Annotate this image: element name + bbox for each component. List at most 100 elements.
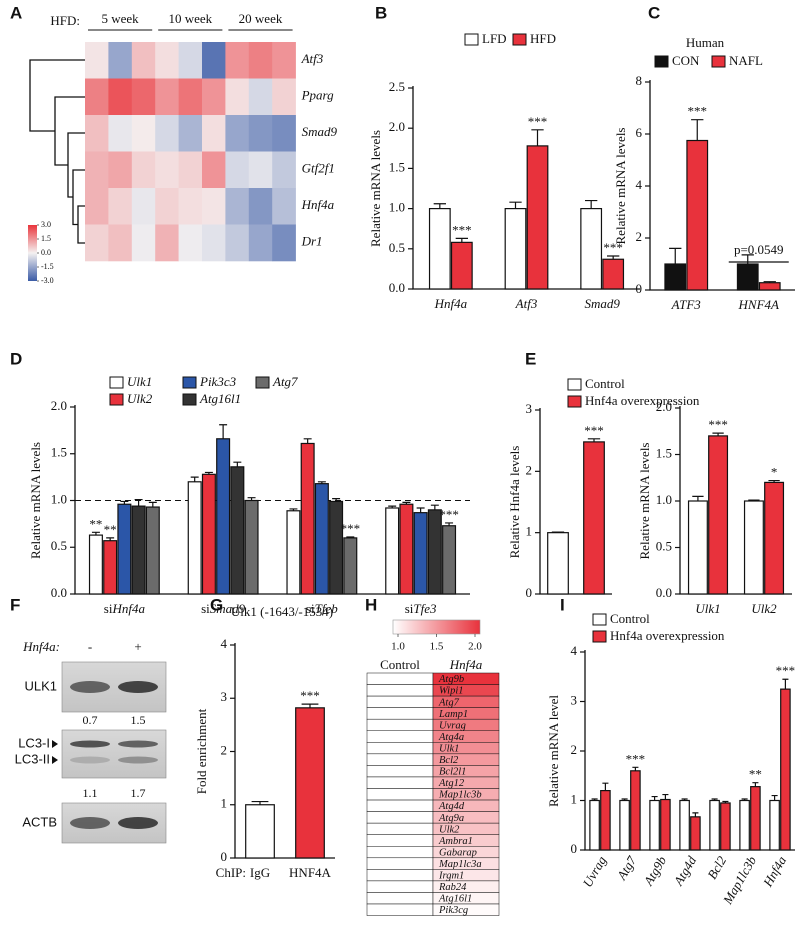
y-tick-label: 0 <box>221 849 228 864</box>
heat-cell <box>178 224 203 262</box>
x-tick-label: Hnf4a <box>434 296 468 311</box>
row-label: Irgm1 <box>438 871 464 882</box>
error-bar <box>551 531 565 533</box>
error-bar <box>251 800 269 805</box>
legend-label: Control <box>585 376 625 391</box>
heat-cell <box>131 224 156 262</box>
legend-label: LFD <box>482 31 507 46</box>
heat-cell <box>272 151 296 189</box>
colorbar <box>392 619 481 635</box>
heat-cell <box>178 115 203 152</box>
significance: *** <box>439 507 459 522</box>
y-tick-label: 4 <box>571 643 578 658</box>
error-bar <box>621 798 628 801</box>
bar <box>230 466 245 595</box>
error-bar <box>768 479 780 483</box>
x-tick-label: siTfe3 <box>405 601 437 616</box>
error-bar <box>585 199 598 209</box>
heat-cell <box>366 799 434 812</box>
x-tick-label: Atg9b <box>640 853 669 889</box>
heat-cell <box>366 695 434 708</box>
y-tick-label: 4 <box>636 177 643 192</box>
axis <box>649 80 795 291</box>
y-tick-label: 0 <box>571 841 578 856</box>
error-bar <box>346 536 355 538</box>
bar <box>526 145 549 290</box>
bar <box>547 532 569 595</box>
bar <box>679 799 690 851</box>
bar <box>286 510 301 595</box>
x-tick-label: HNF4A <box>289 865 332 880</box>
error-bar <box>416 507 425 513</box>
heat-cell <box>202 224 226 262</box>
error-bar <box>531 129 544 146</box>
heat-cell <box>366 857 434 870</box>
band <box>118 740 158 748</box>
bar <box>300 442 315 595</box>
y-tick-label: 0.0 <box>389 280 405 295</box>
significance: *** <box>452 222 472 237</box>
heat-cell <box>202 151 226 189</box>
legend-swatch <box>567 395 582 408</box>
heat-cell <box>225 224 250 262</box>
error-bar <box>748 499 760 501</box>
row-label: Lamp1 <box>438 709 468 720</box>
row-label: Atg4d <box>438 801 465 812</box>
y-tick-label: 2.5 <box>389 79 405 94</box>
y-tick-label: 0.0 <box>51 585 67 600</box>
y-axis-label: Relative Hnf4a levels <box>507 446 522 559</box>
bar <box>580 208 603 290</box>
heat-cell <box>108 188 133 225</box>
bar <box>583 441 605 595</box>
y-axis-label: Relative mRNA level <box>546 695 561 807</box>
error-bar <box>455 237 468 243</box>
column-label: Hnf4a <box>449 657 483 672</box>
blot-membrane <box>61 729 167 779</box>
error-bar <box>692 495 704 501</box>
error-bar <box>587 438 601 442</box>
panel-letter: G <box>210 595 223 614</box>
legend-label: Ulk1 <box>127 374 152 389</box>
heat-cell <box>248 115 273 152</box>
y-axis-label: Relative mRNA levels <box>613 128 628 245</box>
bar <box>720 802 731 851</box>
heat-cell <box>366 880 434 893</box>
heat-cell <box>366 742 434 755</box>
legend-label: HFD <box>530 31 556 46</box>
heat-cell <box>85 115 109 152</box>
heat-cell <box>366 869 434 882</box>
bar <box>442 525 457 595</box>
heat-cell <box>155 224 179 262</box>
bar <box>602 258 625 290</box>
heat-cell <box>108 151 133 189</box>
error-bar <box>632 766 639 771</box>
heat-cell <box>366 788 434 801</box>
bar <box>736 263 759 291</box>
heat-cell <box>178 188 203 225</box>
heat-cell <box>366 903 434 916</box>
heat-cell <box>248 42 273 79</box>
bar <box>780 688 791 851</box>
error-bar <box>233 461 242 467</box>
legend-swatch <box>182 393 197 406</box>
y-tick-label: 0.5 <box>656 538 672 553</box>
row-label: Pik3cg <box>438 905 468 916</box>
legend-label: Hnf4a overexpression <box>610 628 725 643</box>
legend-label: NAFL <box>729 53 763 68</box>
heat-cell <box>155 188 179 225</box>
bar <box>385 507 400 595</box>
heat-cell <box>248 78 273 116</box>
y-tick-label: 1.5 <box>389 159 405 174</box>
heat-cell <box>85 42 109 79</box>
x-tick-label: siHnf4a <box>104 601 146 616</box>
error-bar <box>722 800 729 803</box>
heat-cell <box>366 707 434 720</box>
heat-cell <box>85 151 109 189</box>
legend-label: Atg7 <box>272 374 298 389</box>
bar <box>343 537 358 595</box>
error-bar <box>711 798 718 801</box>
y-axis-label: Relative mRNA levels <box>368 130 383 247</box>
y-tick-label: 1.5 <box>656 445 672 460</box>
bar <box>245 804 275 859</box>
row-label: Wipi1 <box>439 686 464 697</box>
